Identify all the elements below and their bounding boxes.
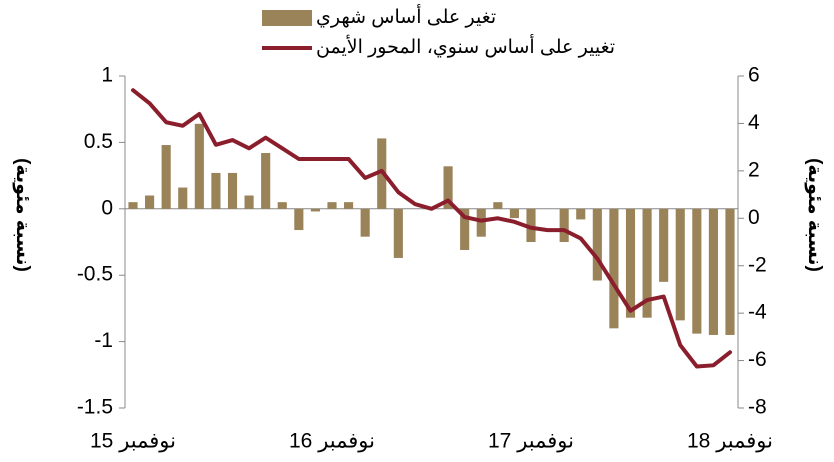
y-tick-label: 0	[101, 196, 113, 219]
bar	[161, 145, 171, 209]
bar	[443, 166, 453, 209]
x-tick-label: نوفمبر 17	[488, 430, 574, 453]
y2-axis-title: (نسبة مئوية)	[804, 158, 825, 272]
y2-tick-label: -4	[748, 301, 767, 324]
y2-tick-label: 6	[748, 64, 760, 87]
y2-tick-label: 0	[748, 206, 760, 229]
bar	[460, 208, 470, 250]
y2-tick-label: -8	[748, 396, 767, 419]
y-tick-label: 0.5	[84, 130, 113, 153]
bar	[244, 195, 254, 209]
x-tick-label: نوفمبر 15	[90, 430, 176, 453]
bar	[360, 208, 370, 237]
bar	[526, 208, 536, 242]
bar	[310, 208, 320, 212]
y2-tick-label: -6	[748, 348, 767, 371]
y-tick-label: -0.5	[77, 263, 113, 286]
line	[131, 88, 732, 369]
y2-tick-label: 4	[748, 111, 760, 134]
bar	[393, 208, 403, 258]
bar	[592, 208, 602, 281]
bar	[659, 208, 669, 282]
bar	[476, 208, 486, 237]
bar	[145, 195, 155, 209]
x-tick-label: نوفمبر 18	[687, 430, 773, 453]
bar	[708, 208, 718, 335]
legend-swatch	[262, 10, 312, 26]
bar	[194, 123, 204, 209]
bar	[327, 202, 337, 209]
bar	[344, 202, 354, 209]
bar	[625, 208, 636, 318]
bar	[642, 208, 652, 318]
y-tick-label: 1	[101, 64, 113, 87]
bar	[576, 208, 586, 220]
bar	[725, 208, 735, 335]
bar	[227, 172, 238, 209]
bar	[493, 202, 503, 209]
y-tick-label: -1.5	[77, 396, 113, 419]
legend-label: تغيير على أساس سنوي، المحور الأيمن	[316, 34, 615, 58]
x-tick-label: نوفمبر 16	[289, 430, 375, 453]
y-tick-label: -1	[94, 329, 113, 352]
bar	[277, 202, 287, 209]
y-axis-title: (نسبة مئوية)	[12, 158, 33, 272]
y2-tick-label: -2	[748, 253, 767, 276]
bar	[128, 202, 138, 209]
bar	[559, 208, 569, 242]
legend-label: تغير على أساس شهري	[316, 4, 496, 28]
y2-tick-label: 2	[748, 158, 760, 181]
bar	[509, 208, 519, 219]
bar	[675, 208, 685, 321]
bar	[692, 208, 702, 334]
bar	[609, 208, 619, 329]
bar	[261, 153, 271, 209]
bar	[178, 187, 188, 209]
bar	[211, 172, 221, 209]
bar	[294, 208, 304, 231]
